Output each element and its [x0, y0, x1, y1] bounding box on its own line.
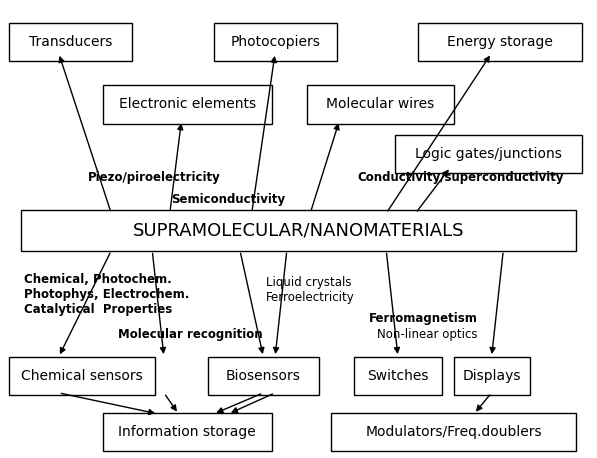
Text: Logic gates/junctions: Logic gates/junctions [415, 147, 562, 161]
Text: Liquid crystals
Ferroelectricity: Liquid crystals Ferroelectricity [266, 276, 355, 304]
FancyBboxPatch shape [103, 85, 272, 124]
FancyBboxPatch shape [454, 357, 530, 395]
FancyBboxPatch shape [208, 357, 319, 395]
Text: Photocopiers: Photocopiers [230, 35, 320, 49]
Text: Molecular recognition: Molecular recognition [118, 328, 263, 341]
Text: Chemical sensors: Chemical sensors [21, 369, 143, 383]
Text: Ferromagnetism: Ferromagnetism [369, 312, 478, 325]
FancyBboxPatch shape [20, 210, 577, 251]
Text: Switches: Switches [367, 369, 429, 383]
Text: SUPRAMOLECULAR/NANOMATERIALS: SUPRAMOLECULAR/NANOMATERIALS [133, 222, 464, 240]
Text: Transducers: Transducers [29, 35, 112, 49]
Text: Biosensors: Biosensors [226, 369, 301, 383]
Text: Energy storage: Energy storage [447, 35, 553, 49]
Text: Semiconductivity: Semiconductivity [171, 193, 285, 206]
FancyBboxPatch shape [354, 357, 442, 395]
Text: Piezo/piroelectricity: Piezo/piroelectricity [88, 171, 221, 184]
FancyBboxPatch shape [9, 22, 132, 61]
Text: Chemical, Photochem.
Photophys, Electrochem.
Catalytical  Properties: Chemical, Photochem. Photophys, Electroc… [23, 273, 189, 316]
Text: Conductivity/superconductivity: Conductivity/superconductivity [357, 171, 564, 184]
FancyBboxPatch shape [307, 85, 454, 124]
FancyBboxPatch shape [214, 22, 337, 61]
FancyBboxPatch shape [9, 357, 155, 395]
Text: Electronic elements: Electronic elements [119, 98, 256, 111]
Text: Information storage: Information storage [118, 425, 256, 439]
FancyBboxPatch shape [331, 413, 577, 451]
Text: Non-linear optics: Non-linear optics [377, 328, 478, 341]
Text: Modulators/Freq.doublers: Modulators/Freq.doublers [365, 425, 542, 439]
Text: Displays: Displays [462, 369, 521, 383]
Text: Molecular wires: Molecular wires [327, 98, 435, 111]
FancyBboxPatch shape [103, 413, 272, 451]
FancyBboxPatch shape [418, 22, 582, 61]
FancyBboxPatch shape [395, 135, 582, 173]
